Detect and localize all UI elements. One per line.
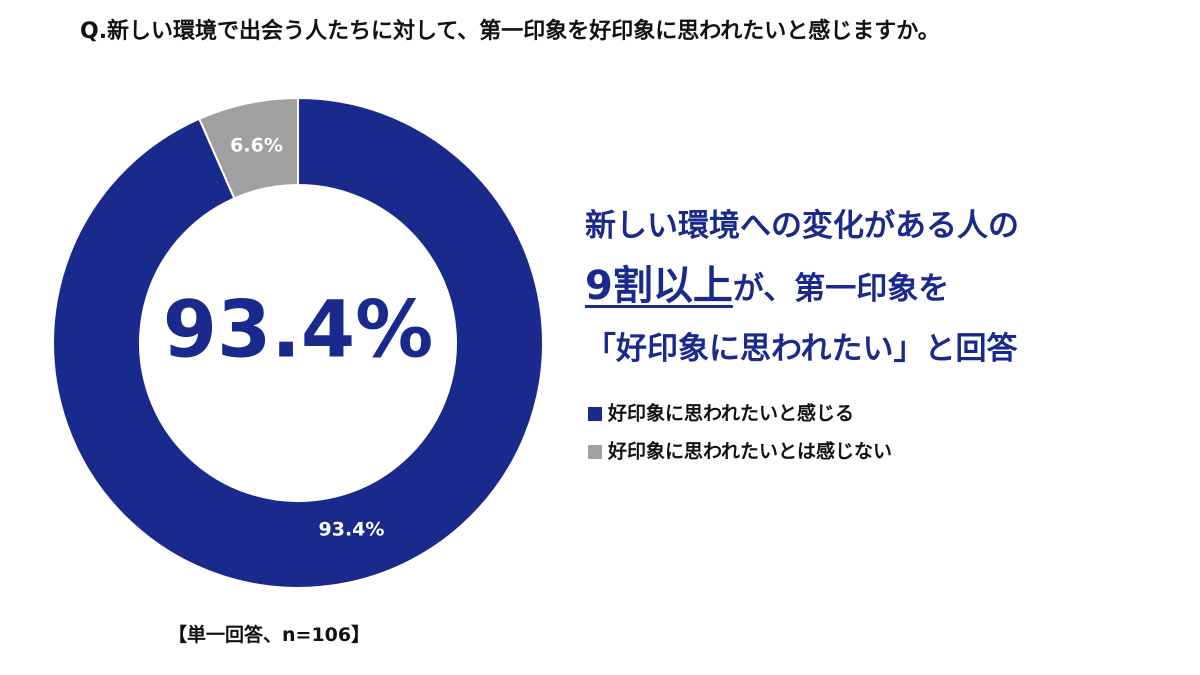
footnote: 【単一回答、n=106】 — [168, 624, 371, 646]
headline-emphasis: 9割以上 — [585, 263, 733, 309]
headline-line: 9割以上が、第一印象を — [585, 256, 1185, 319]
legend-swatch — [588, 407, 602, 421]
donut-segment — [197, 96, 299, 200]
center-label: 93.4% — [163, 285, 434, 375]
data-label: 6.6% — [230, 134, 283, 156]
headline-line: 新しい環境への変化がある人の — [585, 208, 1019, 244]
legend-label: 好印象に思われたいと感じる — [607, 402, 854, 425]
legend-label: 好印象に思われたいとは感じない — [607, 440, 892, 463]
data-label: 93.4% — [319, 519, 385, 541]
headline-line: 「好印象に思われたい」と回答 — [585, 331, 1018, 367]
headline: 新しい環境への変化がある人の 9割以上が、第一印象を 「好印象に思われたい」と回… — [585, 196, 1185, 379]
headline-text: が、第一印象を — [732, 271, 950, 307]
chart-title: Q.新しい環境で出会う人たちに対して、第一印象を好印象に思われたいと感じますか。 — [80, 19, 940, 44]
legend-swatch — [588, 445, 602, 459]
donut-segment — [52, 96, 544, 589]
